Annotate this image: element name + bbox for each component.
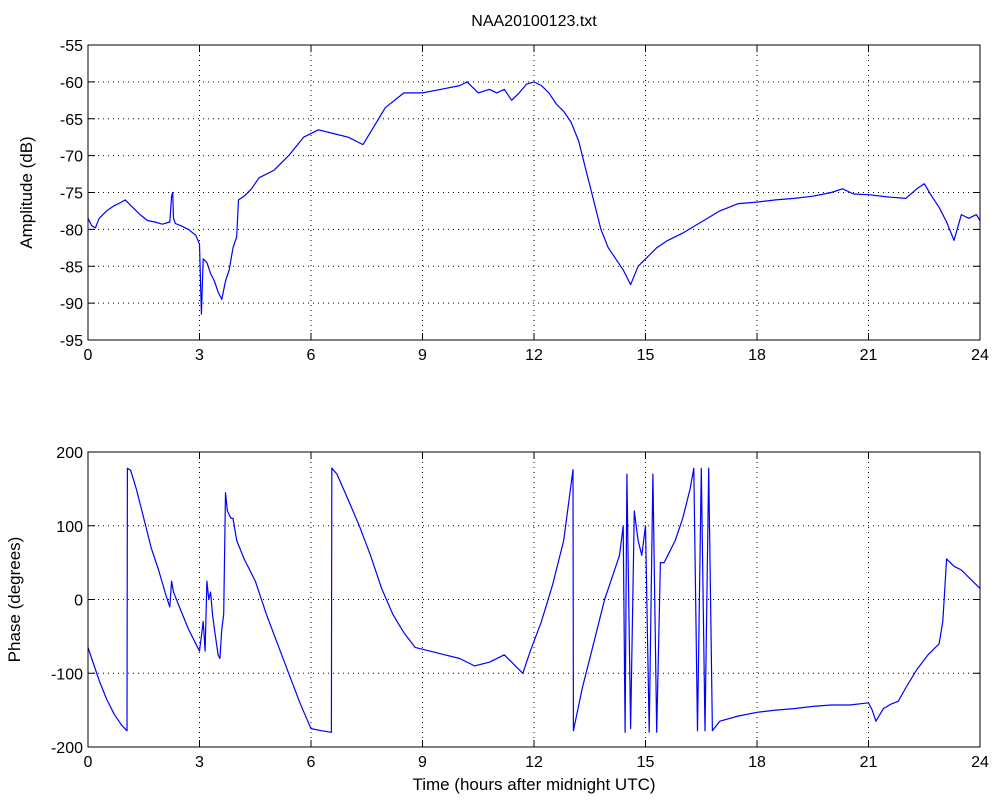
x-tick-label: 21 bbox=[860, 754, 878, 771]
x-axis-title: Time (hours after midnight UTC) bbox=[412, 775, 655, 794]
y-tick-label: 100 bbox=[56, 519, 83, 536]
y-tick-label: -60 bbox=[60, 75, 83, 92]
x-tick-label: 18 bbox=[748, 347, 766, 364]
y-tick-label: -75 bbox=[60, 186, 83, 203]
x-tick-label: 9 bbox=[418, 347, 427, 364]
x-tick-label: 0 bbox=[84, 347, 93, 364]
x-tick-label: 9 bbox=[418, 754, 427, 771]
y-tick-label: -65 bbox=[60, 112, 83, 129]
x-tick-label: 0 bbox=[84, 754, 93, 771]
y-tick-label: -100 bbox=[51, 666, 83, 683]
phase-plot: 0 3 6 9 12 15 18 21 24 -200 -100 0 100 200 Phase (degr… bbox=[5, 445, 989, 794]
x-tick-label: 15 bbox=[637, 754, 655, 771]
y-tick-label: -95 bbox=[60, 333, 83, 350]
y-tick-label: -70 bbox=[60, 149, 83, 166]
y-tick-label: -80 bbox=[60, 222, 83, 239]
x-tick-label: 6 bbox=[307, 347, 316, 364]
x-tick-label: 24 bbox=[971, 347, 989, 364]
y-tick-label: -85 bbox=[60, 259, 83, 276]
y-tick-label: -200 bbox=[51, 740, 83, 757]
series-line bbox=[88, 467, 980, 733]
y-tick-label: -55 bbox=[60, 38, 83, 55]
x-tick-label: 12 bbox=[525, 754, 543, 771]
x-tick-label: 3 bbox=[195, 754, 204, 771]
x-tick-label: 6 bbox=[307, 754, 316, 771]
x-tick-label: 15 bbox=[637, 347, 655, 364]
y-tick-label: 0 bbox=[74, 593, 83, 610]
x-tick-label: 12 bbox=[525, 347, 543, 364]
x-tick-label: 24 bbox=[971, 754, 989, 771]
x-tick-label: 18 bbox=[748, 754, 766, 771]
x-tick-label: 21 bbox=[860, 347, 878, 364]
y-tick-label: -90 bbox=[60, 296, 83, 313]
series-line bbox=[88, 81, 980, 315]
x-tick-label: 3 bbox=[195, 347, 204, 364]
y-axis-title: Phase (degrees) bbox=[5, 537, 24, 663]
y-axis-title: Amplitude (dB) bbox=[17, 136, 36, 248]
figure-title: NAA20100123.txt bbox=[471, 13, 597, 30]
y-tick-label: 200 bbox=[56, 445, 83, 462]
amplitude-plot: 0 3 6 9 12 15 18 21 24 -95 -90 -85 -80 -75 -70 -65 -60 -5… bbox=[17, 38, 989, 364]
